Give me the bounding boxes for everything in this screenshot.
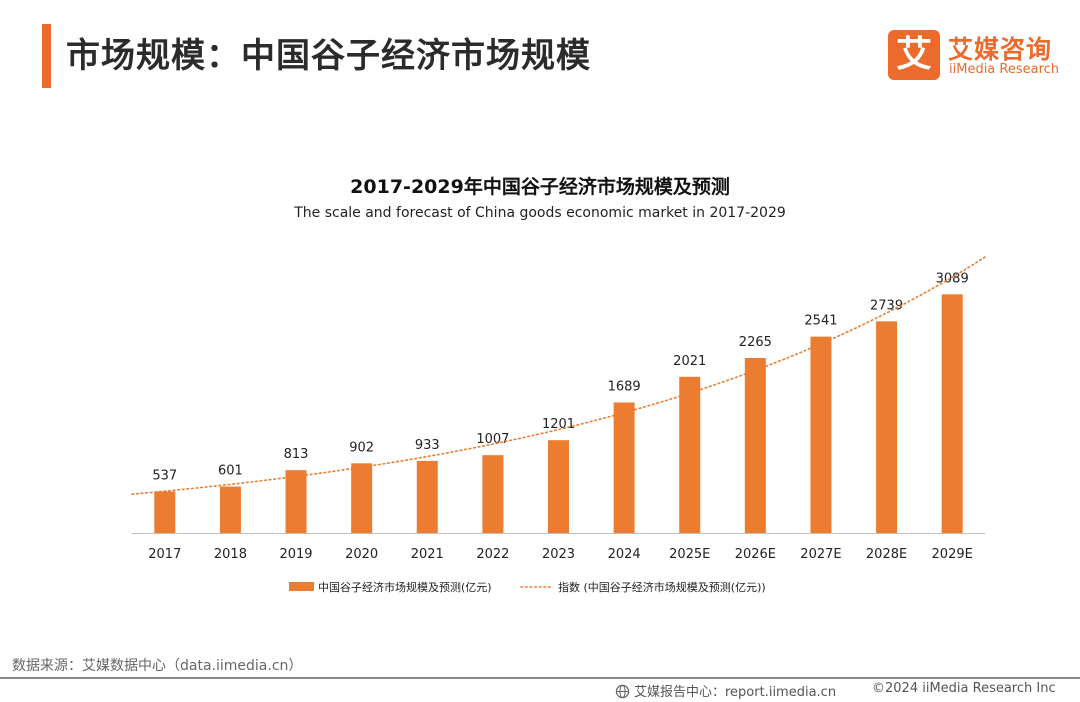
data-label-2020: 902	[349, 440, 374, 455]
data-label-2027E: 2541	[804, 314, 837, 329]
data-label-2028E: 2739	[870, 298, 903, 313]
x-tick-label-2019: 2019	[279, 547, 312, 562]
x-tick-label-2021: 2021	[411, 547, 444, 562]
x-tick-label-2020: 2020	[345, 547, 378, 562]
x-tick-label-2027E: 2027E	[800, 547, 841, 562]
data-label-2024: 1689	[608, 379, 641, 394]
data-label-2018: 601	[218, 464, 243, 479]
title-accent-bar	[42, 24, 51, 88]
data-label-2026E: 2265	[739, 335, 772, 350]
footer-report-text: 艾媒报告中心：report.iimedia.cn	[634, 685, 837, 700]
data-label-2017: 537	[152, 469, 177, 484]
x-tick-label-2025E: 2025E	[669, 547, 710, 562]
data-label-2022: 1007	[476, 432, 509, 447]
footer-copyright: ©2024 iiMedia Research Inc	[872, 681, 1056, 696]
bar-2027E	[810, 336, 832, 533]
logo-chinese-name: 艾媒咨询	[948, 35, 1053, 64]
x-tick-label-2028E: 2028E	[866, 547, 907, 562]
bar-2017	[154, 491, 176, 533]
x-tick-label-2023: 2023	[542, 547, 575, 562]
legend-bar-swatch	[289, 582, 314, 591]
data-label-2023: 1201	[542, 417, 575, 432]
x-tick-label-2022: 2022	[476, 547, 509, 562]
bar-2025E	[679, 376, 701, 533]
page-title: 市场规模：中国谷子经济市场规模	[66, 36, 591, 76]
bar-2023	[548, 440, 569, 533]
logo-mark: 艾	[888, 30, 940, 80]
x-tick-label-2017: 2017	[148, 547, 181, 562]
x-tick-label-2018: 2018	[214, 547, 247, 562]
legend-trendline-label: 指数 (中国谷子经济市场规模及预测(亿元))	[558, 580, 766, 594]
trendline	[131, 256, 986, 496]
bar-2021	[416, 460, 438, 533]
footer-divider	[0, 677, 1080, 679]
logo-english-name: iiMedia Research	[949, 62, 1060, 77]
bar-2020	[351, 463, 373, 533]
bar-2019	[285, 470, 307, 533]
x-tick-label-2026E: 2026E	[735, 547, 776, 562]
footer-report-center: 艾媒报告中心：report.iimedia.cn	[615, 681, 836, 700]
legend-bar-label: 中国谷子经济市场规模及预测(亿元)	[318, 580, 492, 594]
globe-icon	[615, 684, 630, 699]
bar-2028E	[876, 321, 898, 533]
bar-2026E	[744, 357, 766, 533]
data-source: 数据来源：艾媒数据中心（data.iimedia.cn）	[12, 658, 303, 674]
bar-2022	[482, 455, 504, 533]
bar-2024	[613, 402, 635, 533]
iimedia-logo: 艾 艾媒咨询 iiMedia Research	[888, 30, 1068, 82]
bar-2018	[219, 486, 241, 533]
data-label-2019: 813	[284, 447, 309, 462]
bar-2029E	[941, 294, 963, 533]
x-tick-label-2029E: 2029E	[932, 547, 973, 562]
chart-subtitle: The scale and forecast of China goods ec…	[294, 205, 786, 221]
x-tick-label-2024: 2024	[608, 547, 641, 562]
chart-title: 2017-2029年中国谷子经济市场规模及预测	[350, 176, 730, 198]
data-label-2025E: 2021	[673, 354, 706, 369]
data-label-2021: 933	[415, 438, 440, 453]
data-label-2029E: 3089	[936, 271, 969, 286]
